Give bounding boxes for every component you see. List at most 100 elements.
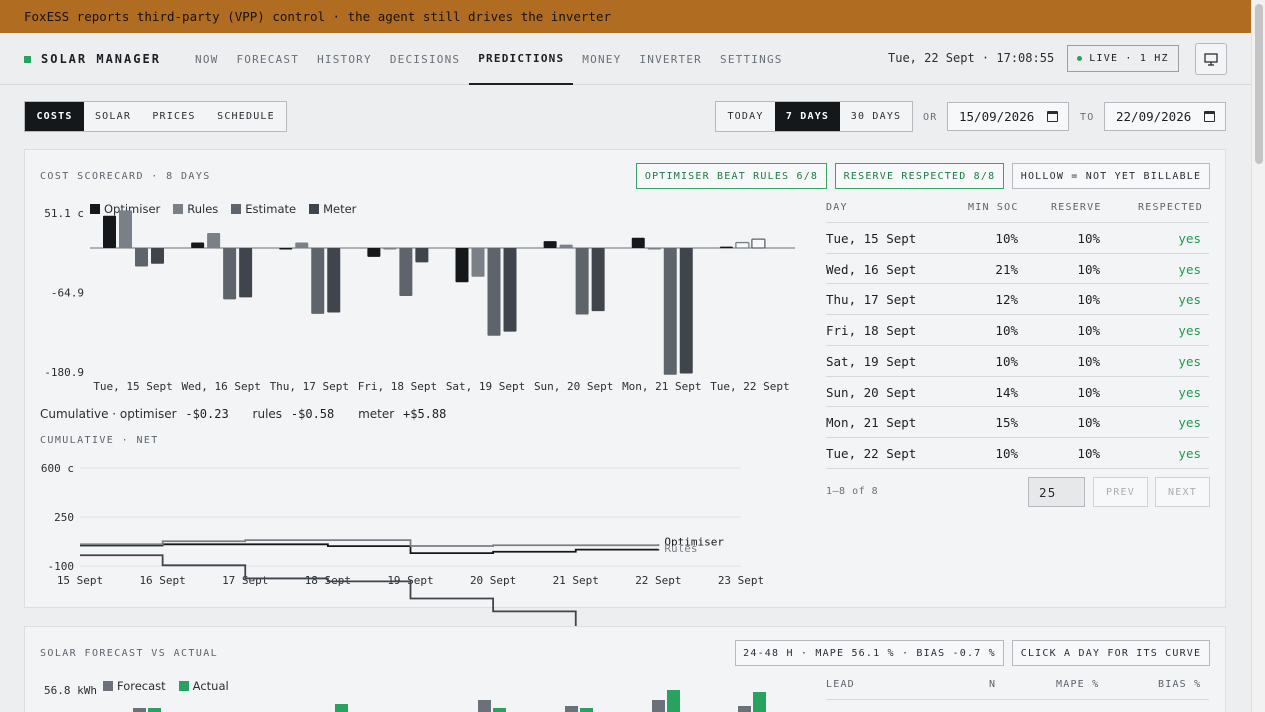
- nav-tab-history[interactable]: HISTORY: [317, 52, 372, 66]
- nav-tab-decisions[interactable]: DECISIONS: [389, 52, 461, 66]
- row-reserve: 10%: [1077, 292, 1100, 308]
- col-header-mape[interactable]: MAPE %: [1056, 679, 1100, 690]
- page-size-select[interactable]: 25: [1028, 477, 1085, 507]
- legend-label: Rules: [187, 202, 219, 216]
- col-header-n[interactable]: N: [989, 679, 997, 690]
- solar-forecast-title: SOLAR FORECAST VS ACTUAL: [40, 648, 219, 659]
- next-page-button[interactable]: NEXT: [1155, 477, 1210, 507]
- range-today[interactable]: TODAY: [727, 111, 764, 122]
- clock: Tue, 22 Sept · 17:08:55: [888, 51, 1055, 65]
- table-row[interactable]: Tue, 15 Sept 10% 10% yes: [826, 222, 1209, 253]
- col-header-lead[interactable]: LEAD: [826, 679, 855, 690]
- bar-estimate: [223, 248, 237, 300]
- legend-forecast: Forecast: [103, 679, 166, 693]
- legend-label: Actual: [192, 679, 229, 693]
- row-reserve: 10%: [1077, 415, 1100, 431]
- hollow-legend-badge: HOLLOW = NOT YET BILLABLE: [1012, 163, 1210, 189]
- range-30-days[interactable]: 30 DAYS: [850, 111, 902, 122]
- legend-actual: Actual: [178, 679, 229, 693]
- or-label: OR: [923, 112, 938, 123]
- subtab-schedule[interactable]: SCHEDULE: [217, 111, 275, 122]
- page-scrollbar[interactable]: [1251, 0, 1265, 712]
- nav-tab-inverter[interactable]: INVERTER: [639, 52, 703, 66]
- click-day-hint: CLICK A DAY FOR ITS CURVE: [1012, 640, 1210, 666]
- cumulative-meter-value: +$5.88: [403, 407, 447, 421]
- row-reserve: 10%: [1077, 261, 1100, 277]
- to-label: TO: [1080, 112, 1095, 123]
- bar-rules: [295, 242, 309, 249]
- cumulative-rules-label: rules: [252, 407, 283, 421]
- x-tick-label: Wed, 16 Sept: [181, 380, 260, 393]
- row-respected: yes: [1178, 323, 1201, 339]
- legend-rules: Rules: [173, 202, 218, 216]
- bar-estimate: [663, 248, 677, 375]
- live-indicator[interactable]: LIVE · 1 HZ: [1067, 45, 1179, 72]
- nav-tab-settings[interactable]: SETTINGS: [720, 52, 783, 66]
- reserve-respected-badge: RESERVE RESPECTED 8/8: [835, 163, 1004, 189]
- range-presets: TODAY 7 DAYS 30 DAYS: [715, 101, 913, 132]
- legend-label: Estimate: [245, 202, 297, 216]
- prev-page-button[interactable]: PREV: [1093, 477, 1148, 507]
- y-tick-label: -64.9: [51, 287, 84, 300]
- col-header-reserve[interactable]: RESERVE: [1051, 202, 1102, 213]
- col-header-min-soc[interactable]: MIN SOC: [968, 202, 1019, 213]
- legend-label: Meter: [323, 202, 357, 216]
- row-respected: yes: [1178, 353, 1201, 369]
- cumulative-summary: Cumulative · optimiser -$0.23 rules -$0.…: [40, 407, 466, 421]
- date-from-input[interactable]: 15/09/2026: [947, 102, 1069, 131]
- calendar-icon[interactable]: [1047, 111, 1058, 122]
- row-respected: yes: [1178, 445, 1201, 461]
- row-min-soc: 10%: [995, 445, 1018, 461]
- bar-optimiser: [455, 248, 469, 283]
- legend-label: Optimiser: [104, 202, 161, 216]
- nav-tab-forecast[interactable]: FORECAST: [236, 52, 300, 66]
- solar-legend: Forecast Actual: [103, 679, 242, 693]
- bar-meter: [239, 248, 253, 298]
- bar-estimate: [311, 248, 325, 314]
- table-row[interactable]: Thu, 17 Sept 12% 10% yes: [826, 283, 1209, 314]
- table-row[interactable]: Mon, 21 Sept 15% 10% yes: [826, 406, 1209, 437]
- mape-badge: 24-48 H · MAPE 56.1 % · BIAS -0.7 %: [735, 640, 1004, 666]
- table-row[interactable]: Fri, 18 Sept 10% 10% yes: [826, 314, 1209, 345]
- bar-estimate: [487, 248, 501, 336]
- row-reserve: 10%: [1077, 445, 1100, 461]
- legend-swatch: [90, 204, 100, 214]
- range-7-days[interactable]: 7 DAYS: [775, 102, 840, 131]
- legend-estimate: Estimate: [231, 202, 296, 216]
- table-row[interactable]: Sun, 20 Sept 14% 10% yes: [826, 375, 1209, 407]
- subtab-solar[interactable]: SOLAR: [94, 111, 132, 122]
- col-header-bias[interactable]: BIAS %: [1158, 679, 1202, 690]
- row-reserve: 10%: [1077, 231, 1100, 246]
- subtab-costs[interactable]: COSTS: [25, 102, 84, 131]
- nav-tab-money[interactable]: MONEY: [582, 52, 622, 66]
- row-min-soc: 15%: [995, 415, 1018, 431]
- bar-rules: [207, 232, 221, 249]
- date-to-input[interactable]: 22/09/2026: [1104, 102, 1226, 131]
- nav-tabs: NOW FORECAST HISTORY DECISIONS PREDICTIO…: [186, 33, 792, 85]
- banner-text: FoxESS reports third-party (VPP) control…: [24, 9, 611, 24]
- col-header-day[interactable]: DAY: [826, 202, 848, 213]
- nav-tab-now[interactable]: NOW: [195, 52, 219, 66]
- date-to-value: 22/09/2026: [1116, 109, 1192, 124]
- legend-swatch: [173, 204, 184, 214]
- nav-tab-predictions[interactable]: PREDICTIONS: [469, 33, 574, 85]
- bar-estimate: [135, 248, 148, 267]
- row-min-soc: 14%: [995, 384, 1018, 400]
- row-day: Sat, 19 Sept: [826, 353, 917, 369]
- calendar-icon[interactable]: [1204, 111, 1215, 122]
- display-mode-button[interactable]: [1195, 43, 1227, 75]
- table-row[interactable]: Sat, 19 Sept 10% 10% yes: [826, 344, 1209, 376]
- vpp-warning-banner: FoxESS reports third-party (VPP) control…: [0, 0, 1251, 33]
- bar-meter: [151, 248, 164, 264]
- bar-optimiser: [279, 248, 293, 250]
- row-day: Mon, 21 Sept: [826, 415, 917, 431]
- subtab-prices[interactable]: PRICES: [152, 111, 196, 122]
- table-row[interactable]: Tue, 22 Sept 10% 10% yes: [826, 436, 1209, 468]
- solar-table-rule: [826, 699, 1209, 700]
- scrollbar-thumb[interactable]: [1255, 4, 1263, 164]
- col-header-respected[interactable]: RESPECTED: [1138, 202, 1203, 213]
- table-row[interactable]: Wed, 16 Sept 21% 10% yes: [826, 252, 1209, 284]
- bar-meter: [591, 248, 605, 312]
- legend-swatch: [231, 204, 242, 214]
- bar-optimiser: [103, 215, 116, 249]
